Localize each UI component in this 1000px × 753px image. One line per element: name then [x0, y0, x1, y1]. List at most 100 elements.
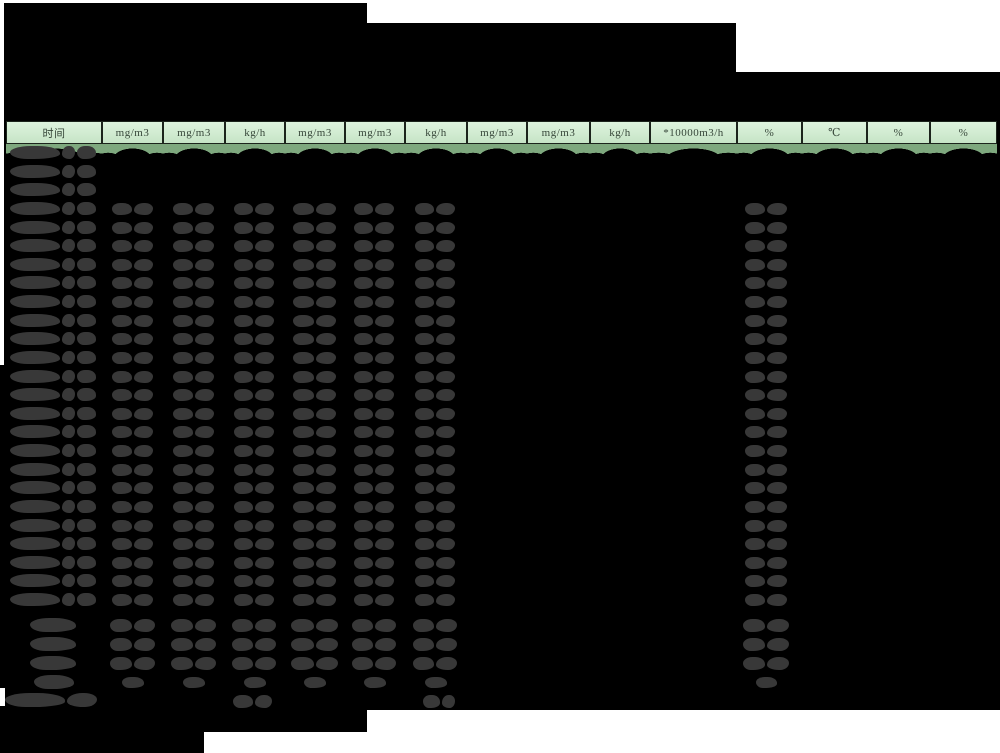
- scribble-mark: [415, 296, 434, 308]
- column-header-cell: mg/m3: [345, 121, 405, 144]
- scribble-mark: [423, 695, 440, 708]
- redacted-value: [112, 315, 153, 327]
- redacted-value: [173, 389, 214, 401]
- redacted-first-row-cell: [285, 144, 345, 155]
- scribble-mark: [316, 619, 338, 632]
- scribble-mark: [195, 464, 214, 476]
- scribble-mark: [62, 276, 75, 289]
- redacted-value: [293, 426, 336, 438]
- scribble-mark: [112, 594, 132, 606]
- scribble-mark: [293, 389, 314, 401]
- scribble-mark: [436, 296, 455, 308]
- scribble-mark: [195, 657, 216, 670]
- scribble-mark: [316, 315, 336, 327]
- scribble-mark: [293, 520, 314, 532]
- redacted-value: [354, 352, 394, 364]
- scribble-mark: [436, 538, 455, 550]
- redacted-timestamp: [10, 556, 96, 569]
- scribble-mark: [767, 389, 787, 401]
- column-header-cell: mg/m3: [467, 121, 527, 144]
- scribble-mark: [232, 638, 253, 651]
- redacted-timestamp: [10, 444, 96, 457]
- scribble-mark: [743, 619, 765, 632]
- scribble-mark: [195, 296, 214, 308]
- redacted-value: [745, 203, 787, 215]
- scribble-mark: [413, 638, 434, 651]
- column-header-cell: %: [930, 121, 997, 144]
- scribble-mark: [375, 240, 394, 252]
- scribble-mark: [255, 594, 274, 606]
- scribble-mark: [436, 445, 455, 457]
- redacted-value: [234, 575, 274, 587]
- scribble-mark: [195, 445, 214, 457]
- scribble-mark: [415, 575, 434, 587]
- redacted-value: [745, 277, 787, 289]
- scribble-mark: [195, 638, 216, 651]
- redacted-value: [293, 333, 336, 345]
- redacted-value: [112, 408, 153, 420]
- scribble-mark: [745, 259, 765, 271]
- scribble-mark: [173, 277, 193, 289]
- scribble-mark: [767, 352, 787, 364]
- scribble-mark: [173, 464, 193, 476]
- redacted-value: [415, 520, 455, 532]
- redacted-summary-value: [352, 657, 396, 670]
- scribble-mark: [173, 426, 193, 438]
- scribble-mark: [293, 315, 314, 327]
- scribble-mark: [234, 501, 253, 513]
- scribble-mark: [62, 351, 75, 364]
- scribble-mark: [415, 408, 434, 420]
- scribble-mark: [62, 481, 75, 494]
- scribble-mark: [112, 352, 132, 364]
- scribble-mark: [375, 352, 394, 364]
- scribble-mark: [10, 276, 60, 289]
- scribble-mark: [354, 240, 373, 252]
- scribble-mark: [767, 619, 789, 632]
- scribble-mark: [436, 277, 455, 289]
- scribble-mark: [134, 501, 153, 513]
- scribble-mark: [255, 464, 274, 476]
- redacted-value: [112, 501, 153, 513]
- column-header-cell: kg/h: [225, 121, 285, 144]
- scribble-mark: [10, 388, 60, 401]
- redacted-value: [173, 482, 214, 494]
- scribble-mark: [745, 296, 765, 308]
- scribble-mark: [375, 222, 394, 234]
- scribble-mark: [255, 240, 274, 252]
- scribble-mark: [293, 203, 314, 215]
- redacted-value: [415, 259, 455, 271]
- scribble-mark: [375, 638, 396, 651]
- scribble-mark: [195, 333, 214, 345]
- redacted-value: [354, 203, 394, 215]
- redacted-value: [354, 259, 394, 271]
- scribble-mark: [436, 389, 455, 401]
- redacted-timestamp: [10, 425, 96, 438]
- scribble-mark: [62, 537, 75, 550]
- scribble-mark: [316, 538, 336, 550]
- scribble-mark: [436, 371, 455, 383]
- scribble-mark: [77, 537, 96, 550]
- scribble-mark: [255, 203, 274, 215]
- scribble-mark: [112, 315, 132, 327]
- scribble-mark: [112, 240, 132, 252]
- scribble-mark: [234, 575, 253, 587]
- redacted-timestamp: [10, 388, 96, 401]
- redacted-value: [745, 315, 787, 327]
- redacted-value: [745, 426, 787, 438]
- scribble-mark: [436, 203, 455, 215]
- redacted-value: [745, 501, 787, 513]
- scribble-mark: [173, 389, 193, 401]
- redacted-value: [293, 296, 336, 308]
- scribble-mark: [745, 464, 765, 476]
- scribble-mark: [255, 408, 274, 420]
- scribble-mark: [62, 519, 75, 532]
- redacted-summary-value: [364, 677, 386, 688]
- redacted-value: [173, 203, 214, 215]
- redacted-timestamp: [10, 593, 96, 606]
- redacted-value: [745, 408, 787, 420]
- scribble-mark: [354, 259, 373, 271]
- scribble-mark: [195, 259, 214, 271]
- scribble-mark: [10, 481, 60, 494]
- scribble-mark: [134, 333, 153, 345]
- redacted-value: [415, 426, 455, 438]
